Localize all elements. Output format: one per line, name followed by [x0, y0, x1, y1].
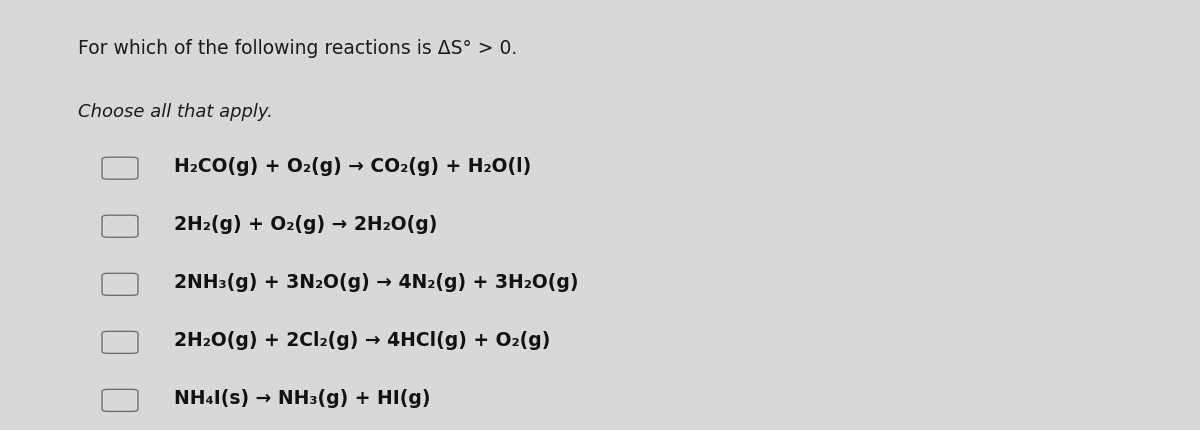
- FancyBboxPatch shape: [102, 157, 138, 179]
- FancyBboxPatch shape: [102, 273, 138, 295]
- Text: NH₄I(s) → NH₃(g) + HI(g): NH₄I(s) → NH₃(g) + HI(g): [174, 389, 431, 408]
- Text: H₂CO(g) + O₂(g) → CO₂(g) + H₂O(l): H₂CO(g) + O₂(g) → CO₂(g) + H₂O(l): [174, 157, 532, 176]
- FancyBboxPatch shape: [102, 331, 138, 353]
- Text: For which of the following reactions is ΔS° > 0.: For which of the following reactions is …: [78, 39, 517, 58]
- FancyBboxPatch shape: [102, 215, 138, 237]
- Text: 2H₂(g) + O₂(g) → 2H₂O(g): 2H₂(g) + O₂(g) → 2H₂O(g): [174, 215, 437, 234]
- Text: 2H₂O(g) + 2Cl₂(g) → 4HCl(g) + O₂(g): 2H₂O(g) + 2Cl₂(g) → 4HCl(g) + O₂(g): [174, 331, 551, 350]
- Text: 2NH₃(g) + 3N₂O(g) → 4N₂(g) + 3H₂O(g): 2NH₃(g) + 3N₂O(g) → 4N₂(g) + 3H₂O(g): [174, 273, 578, 292]
- Text: Choose all that apply.: Choose all that apply.: [78, 103, 272, 121]
- FancyBboxPatch shape: [102, 390, 138, 412]
